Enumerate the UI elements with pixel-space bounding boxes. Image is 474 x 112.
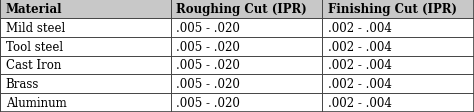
Bar (322, 75, 474, 93)
Text: .002 - .004: .002 - .004 (328, 96, 392, 109)
Bar (171, 0, 322, 19)
Text: .005 - .020: .005 - .020 (176, 96, 240, 109)
Text: .002 - .004: .002 - .004 (328, 22, 392, 34)
Bar (171, 93, 322, 112)
Bar (322, 93, 474, 112)
Text: .005 - .020: .005 - .020 (176, 22, 240, 34)
Text: .005 - .020: .005 - .020 (176, 78, 240, 90)
Text: Tool steel: Tool steel (6, 40, 63, 53)
Bar (171, 75, 322, 93)
Text: .002 - .004: .002 - .004 (328, 59, 392, 72)
Text: Material: Material (6, 3, 62, 16)
Text: Roughing Cut (IPR): Roughing Cut (IPR) (176, 3, 307, 16)
Bar (322, 56, 474, 75)
Text: .002 - .004: .002 - .004 (328, 40, 392, 53)
Text: Finishing Cut (IPR): Finishing Cut (IPR) (328, 3, 457, 16)
Text: .005 - .020: .005 - .020 (176, 40, 240, 53)
Bar (0, 56, 171, 75)
Bar (171, 37, 322, 56)
Bar (171, 19, 322, 37)
Text: .005 - .020: .005 - .020 (176, 59, 240, 72)
Bar (0, 75, 171, 93)
Bar (322, 37, 474, 56)
Text: Mild steel: Mild steel (6, 22, 65, 34)
Bar (322, 19, 474, 37)
Text: Brass: Brass (6, 78, 39, 90)
Bar (0, 0, 171, 19)
Bar (322, 0, 474, 19)
Bar (0, 93, 171, 112)
Bar (0, 37, 171, 56)
Bar (0, 19, 171, 37)
Text: Aluminum: Aluminum (6, 96, 66, 109)
Bar (171, 56, 322, 75)
Text: .002 - .004: .002 - .004 (328, 78, 392, 90)
Text: Cast Iron: Cast Iron (6, 59, 61, 72)
